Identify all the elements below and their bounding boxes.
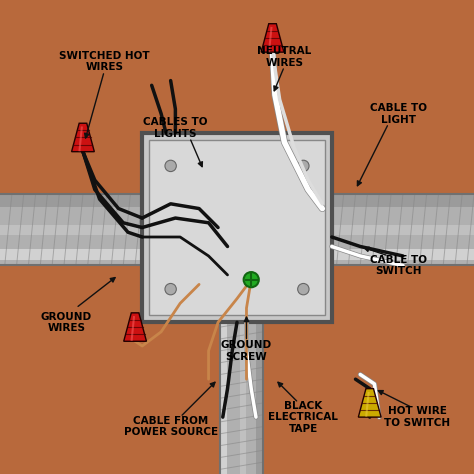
Polygon shape <box>358 389 381 417</box>
Text: SWITCHED HOT
WIRES: SWITCHED HOT WIRES <box>59 51 150 73</box>
Polygon shape <box>261 24 284 52</box>
Text: CABLE FROM
POWER SOURCE: CABLE FROM POWER SOURCE <box>124 416 218 438</box>
Text: BLACK
ELECTRICAL
TAPE: BLACK ELECTRICAL TAPE <box>268 401 338 434</box>
Bar <box>220 322 263 474</box>
Circle shape <box>244 272 259 287</box>
Bar <box>240 322 246 474</box>
Bar <box>149 140 325 315</box>
Bar <box>0 249 142 260</box>
Bar <box>0 194 142 207</box>
Circle shape <box>165 283 176 295</box>
Bar <box>142 133 332 322</box>
Bar <box>255 322 263 474</box>
Text: CABLE TO
SWITCH: CABLE TO SWITCH <box>370 255 427 276</box>
Text: NEUTRAL
WIRES: NEUTRAL WIRES <box>257 46 311 68</box>
Bar <box>0 194 142 265</box>
Polygon shape <box>72 123 94 152</box>
Bar <box>332 194 474 265</box>
Bar <box>332 194 474 207</box>
Text: HOT WIRE
TO SWITCH: HOT WIRE TO SWITCH <box>384 406 450 428</box>
Bar <box>332 249 474 260</box>
Text: GROUND
WIRES: GROUND WIRES <box>41 311 92 333</box>
Circle shape <box>165 160 176 172</box>
Text: CABLE TO
LIGHT: CABLE TO LIGHT <box>370 103 427 125</box>
Polygon shape <box>124 313 146 341</box>
Bar <box>220 322 227 474</box>
Circle shape <box>298 283 309 295</box>
Text: CABLES TO
LIGHTS: CABLES TO LIGHTS <box>143 117 208 139</box>
Text: GROUND
SCREW: GROUND SCREW <box>221 340 272 362</box>
Bar <box>332 225 474 235</box>
Bar <box>0 225 142 235</box>
Circle shape <box>298 160 309 172</box>
